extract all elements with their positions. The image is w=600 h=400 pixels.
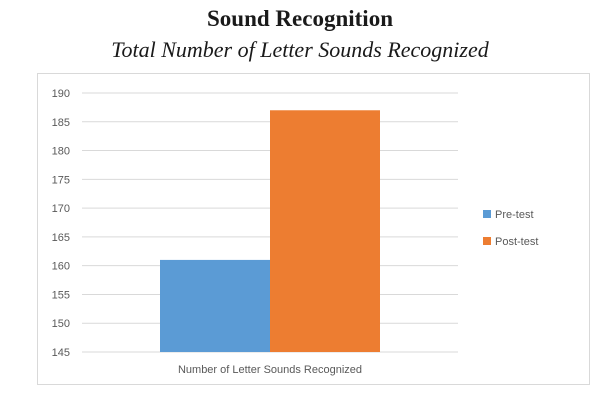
legend-label-post-test: Post-test <box>495 236 538 248</box>
y-tick-label: 160 <box>52 261 70 273</box>
bar-pre-test <box>160 259 270 352</box>
legend-swatch-pre-test <box>483 210 491 218</box>
y-tick-label: 170 <box>52 203 70 215</box>
y-tick-label: 180 <box>52 146 70 158</box>
y-tick-label: 155 <box>52 289 70 301</box>
y-tick-label: 185 <box>52 117 70 129</box>
chart-title: Sound Recognition <box>207 6 393 31</box>
y-tick-label: 150 <box>52 318 70 330</box>
chart-subtitle: Total Number of Letter Sounds Recognized <box>111 37 489 62</box>
y-tick-label: 190 <box>52 88 70 100</box>
y-tick-label: 175 <box>52 174 70 186</box>
x-category-label: Number of Letter Sounds Recognized <box>178 364 362 376</box>
legend-label-pre-test: Pre-test <box>495 209 534 221</box>
bar-post-test <box>270 110 380 353</box>
legend-swatch-post-test <box>483 237 491 245</box>
y-tick-label: 145 <box>52 347 70 359</box>
y-tick-label: 165 <box>52 232 70 244</box>
